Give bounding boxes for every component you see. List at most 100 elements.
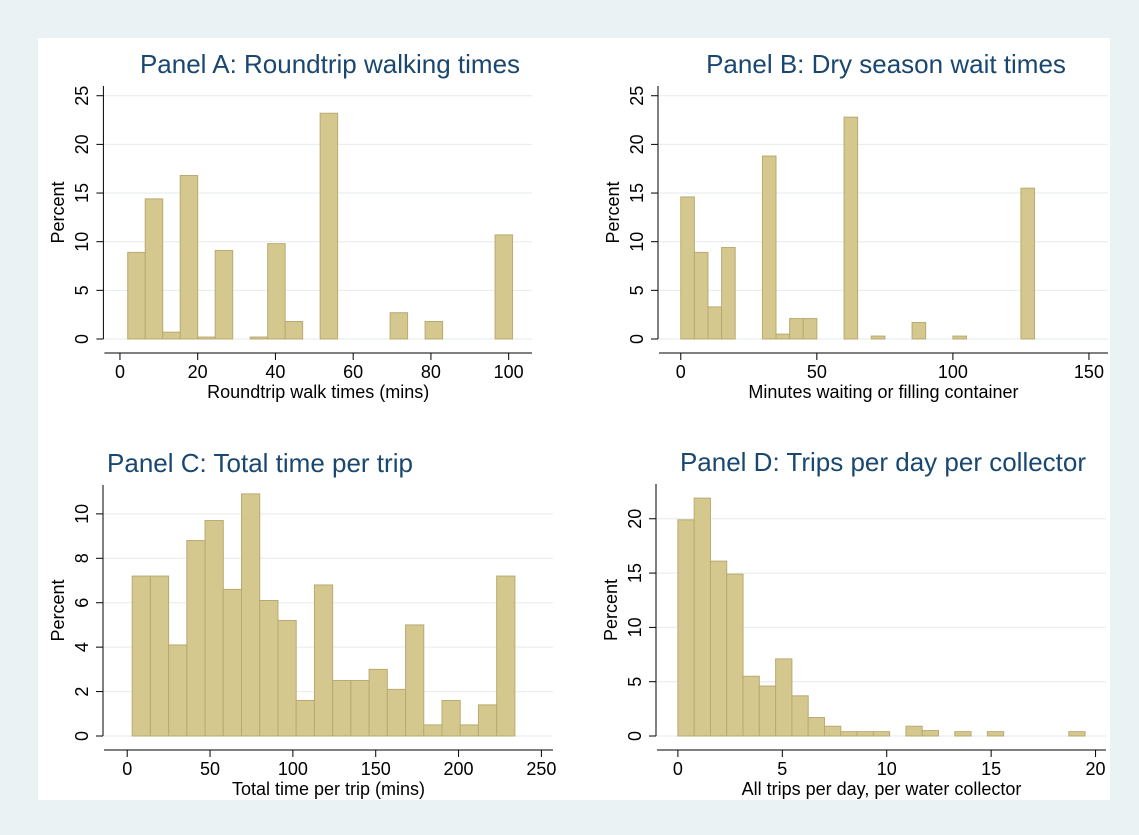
y-tick-label: 25 (627, 86, 647, 106)
bar (222, 588, 243, 737)
y-tick-label: 15 (72, 183, 92, 203)
bar (709, 560, 728, 737)
bar (807, 717, 825, 737)
bar (368, 668, 388, 737)
y-tick-label: 15 (625, 563, 645, 583)
x-tick-label: 0 (676, 362, 686, 382)
x-axis-title: Total time per trip (mins) (232, 779, 425, 799)
bar (204, 520, 224, 737)
bar (823, 725, 842, 737)
bar (405, 624, 425, 737)
bar (423, 724, 443, 737)
x-tick-label: 150 (361, 759, 391, 779)
x-tick-label: 15 (981, 759, 1001, 779)
x-tick-label: 20 (1086, 759, 1106, 779)
bar (775, 333, 791, 340)
bar (424, 320, 444, 340)
y-tick-label: 4 (72, 642, 92, 652)
y-tick-label: 20 (72, 134, 92, 154)
bar (259, 600, 279, 737)
bar (802, 318, 818, 340)
bar (911, 321, 927, 340)
y-tick-label: 0 (627, 334, 647, 344)
bar (459, 724, 479, 737)
y-tick-label: 5 (72, 285, 92, 295)
bar (921, 730, 940, 737)
bar (952, 335, 967, 340)
bar (214, 249, 234, 340)
bar (870, 335, 886, 340)
bar (350, 679, 370, 737)
bar (249, 336, 269, 340)
bar (332, 679, 352, 737)
y-tick-label: 10 (625, 617, 645, 637)
bar (149, 575, 170, 737)
bar (761, 155, 777, 340)
y-tick-label: 6 (72, 598, 92, 608)
bar (693, 497, 711, 737)
bar (241, 493, 261, 737)
y-axis-title: Percent (603, 181, 623, 243)
bar (726, 573, 744, 737)
panel-title: Panel B: Dry season wait times (706, 49, 1066, 79)
bar (168, 644, 188, 737)
x-axis-title: Minutes waiting or filling container (748, 382, 1018, 402)
bar (905, 725, 923, 737)
x-tick-label: 80 (421, 362, 441, 382)
bar (313, 584, 334, 737)
bar (494, 234, 514, 340)
bar (386, 688, 407, 737)
x-tick-label: 60 (343, 362, 363, 382)
bar (284, 320, 304, 340)
y-axis-title: Percent (48, 181, 68, 243)
x-tick-label: 100 (494, 362, 524, 382)
bar (840, 731, 858, 737)
y-tick-label: 0 (72, 334, 92, 344)
y-tick-label: 25 (72, 86, 92, 106)
bar (1068, 731, 1086, 737)
y-tick-label: 15 (627, 183, 647, 203)
bar (693, 251, 709, 340)
y-tick-label: 20 (627, 134, 647, 154)
bar (277, 619, 297, 737)
x-tick-label: 5 (777, 759, 787, 779)
bar (267, 243, 286, 340)
bar (680, 196, 695, 340)
y-tick-label: 8 (72, 553, 92, 563)
bar (758, 685, 777, 737)
bar (677, 519, 695, 737)
bar (872, 731, 891, 737)
bar (775, 658, 793, 737)
y-tick-label: 5 (627, 285, 647, 295)
bar (441, 699, 461, 737)
y-tick-label: 0 (72, 731, 92, 741)
y-tick-label: 0 (625, 731, 645, 741)
bar (319, 112, 339, 340)
x-tick-label: 150 (1074, 362, 1104, 382)
bar (389, 312, 409, 340)
bar (721, 247, 736, 340)
bar (162, 331, 181, 340)
bar (954, 731, 972, 737)
panel-title: Panel A: Roundtrip walking times (140, 49, 520, 79)
bar (127, 251, 146, 340)
bar (1020, 187, 1036, 340)
x-tick-label: 10 (877, 759, 897, 779)
bar (131, 575, 151, 737)
y-tick-label: 10 (72, 504, 92, 524)
bar (707, 306, 723, 340)
bar (477, 704, 498, 737)
x-tick-label: 50 (200, 759, 220, 779)
x-tick-label: 20 (188, 362, 208, 382)
bar (179, 175, 199, 340)
x-axis-title: All trips per day, per water collector (742, 779, 1022, 799)
x-tick-label: 40 (265, 362, 285, 382)
bar (496, 575, 516, 737)
x-tick-label: 250 (526, 759, 556, 779)
x-axis-title: Roundtrip walk times (mins) (207, 382, 429, 402)
bar (843, 116, 859, 340)
y-tick-label: 20 (625, 509, 645, 529)
bar (742, 675, 760, 737)
